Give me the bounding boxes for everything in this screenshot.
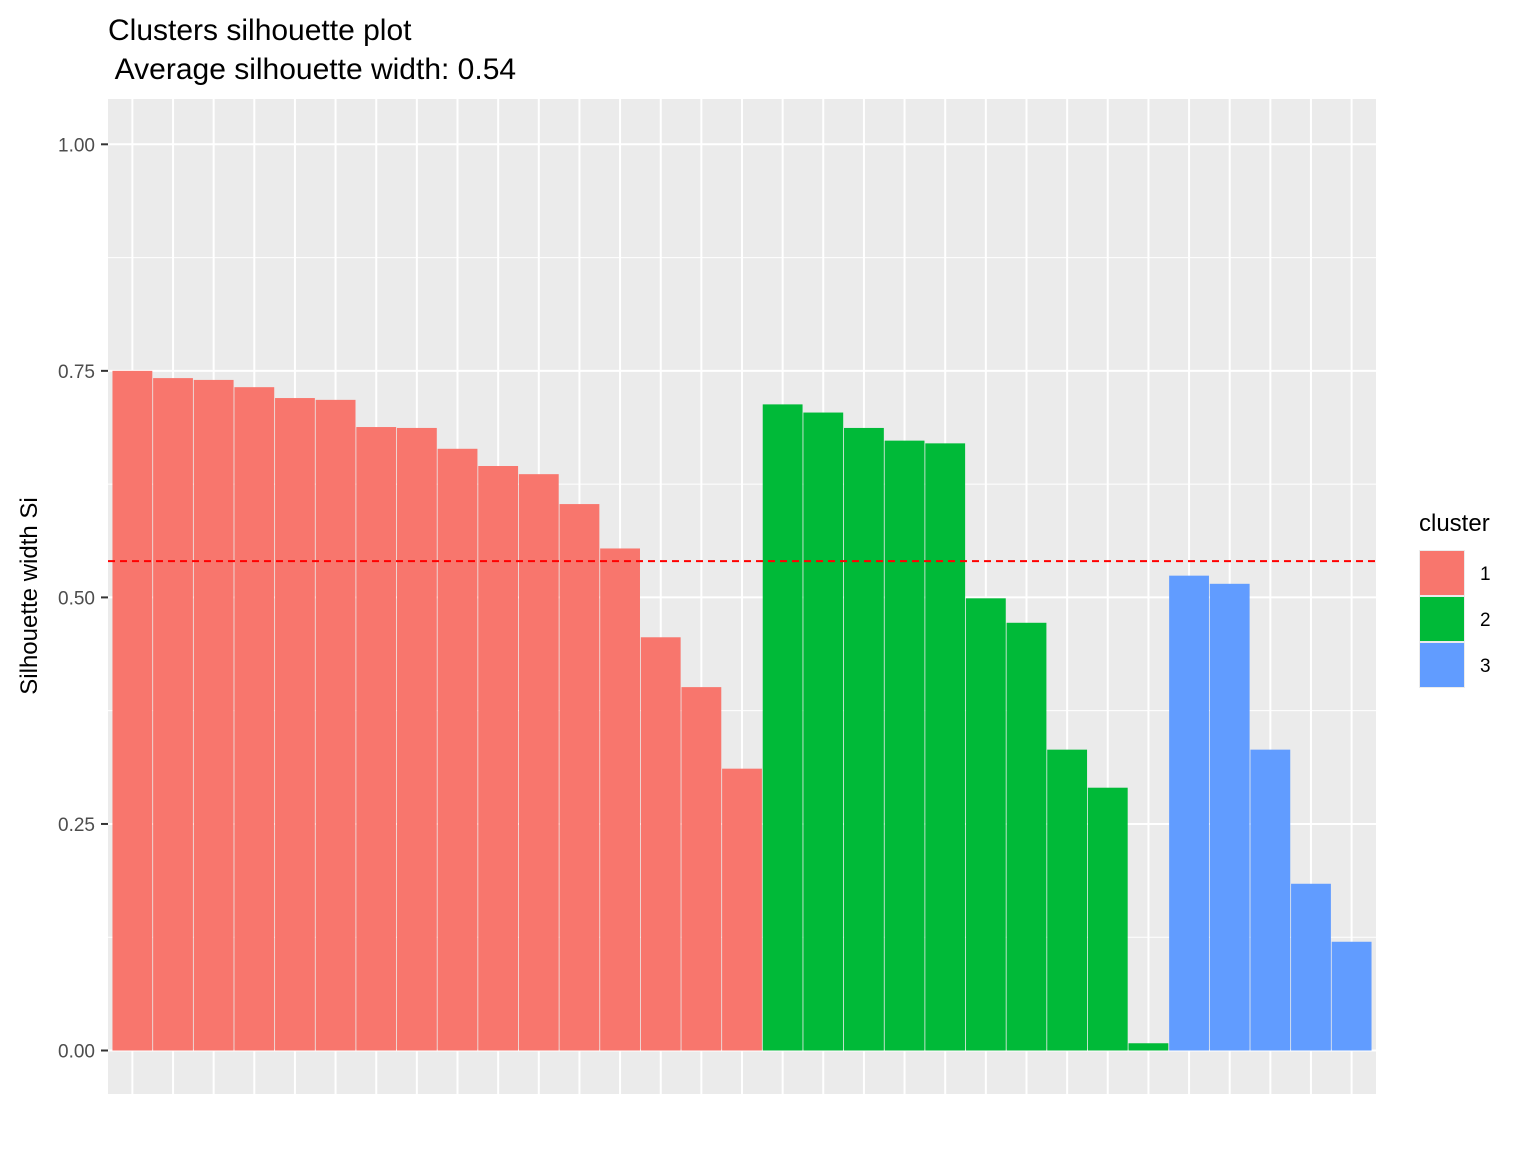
- bar-cluster-1: [681, 687, 722, 1051]
- bar-cluster-2: [803, 412, 844, 1051]
- bar-cluster-1: [153, 378, 193, 1051]
- legend-items: 1 2 3: [1419, 550, 1491, 688]
- chart-subtitle: Average silhouette width: 0.54: [108, 53, 516, 86]
- bar-cluster-3: [1169, 575, 1209, 1051]
- bar-cluster-1: [640, 637, 681, 1051]
- bar-cluster-2: [1006, 622, 1047, 1051]
- legend-swatch: [1420, 643, 1464, 687]
- legend: cluster 1 2 3: [1419, 510, 1491, 688]
- y-tick-label: 0.25: [58, 815, 95, 836]
- bar-cluster-1: [234, 387, 275, 1051]
- bars: [112, 370, 1372, 1051]
- bar-cluster-1: [478, 466, 519, 1051]
- bar-cluster-3: [1250, 749, 1291, 1051]
- bar-cluster-1: [275, 398, 315, 1051]
- bar-cluster-1: [396, 427, 437, 1051]
- y-axis: 0.00 0.25 0.50 0.75 1.00: [58, 135, 108, 1063]
- bar-cluster-2: [1047, 749, 1088, 1051]
- legend-swatch: [1420, 597, 1464, 641]
- bar-cluster-2: [762, 404, 803, 1051]
- bar-cluster-3: [1209, 583, 1250, 1051]
- bar-cluster-2: [965, 598, 1006, 1051]
- bar-cluster-1: [315, 399, 356, 1051]
- bar-cluster-3: [1291, 883, 1331, 1051]
- bar-cluster-1: [437, 448, 478, 1051]
- bar-cluster-1: [356, 427, 397, 1051]
- legend-swatch: [1420, 551, 1464, 595]
- bar-cluster-1: [193, 379, 234, 1051]
- legend-label: 1: [1480, 564, 1491, 585]
- y-tick-label: 0.50: [58, 588, 95, 609]
- bar-cluster-2: [844, 427, 884, 1051]
- bar-cluster-1: [112, 370, 153, 1051]
- legend-title: cluster: [1419, 510, 1490, 537]
- bar-cluster-2: [884, 440, 925, 1051]
- legend-label: 2: [1480, 610, 1491, 631]
- bar-cluster-1: [600, 548, 640, 1051]
- y-tick-label: 0.75: [58, 362, 95, 383]
- bar-cluster-2: [1128, 1043, 1169, 1051]
- bar-cluster-1: [722, 768, 762, 1051]
- y-tick-label: 0.00: [58, 1042, 95, 1063]
- legend-label: 3: [1480, 656, 1491, 677]
- chart-title: Clusters silhouette plot: [108, 14, 412, 47]
- bar-cluster-1: [518, 474, 559, 1051]
- bar-cluster-1: [559, 504, 600, 1051]
- bar-cluster-2: [1087, 787, 1128, 1051]
- bar-cluster-2: [925, 443, 966, 1051]
- y-tick-label: 1.00: [58, 135, 95, 156]
- bar-cluster-3: [1331, 941, 1372, 1051]
- y-axis-title: Silhouette width Si: [16, 497, 43, 694]
